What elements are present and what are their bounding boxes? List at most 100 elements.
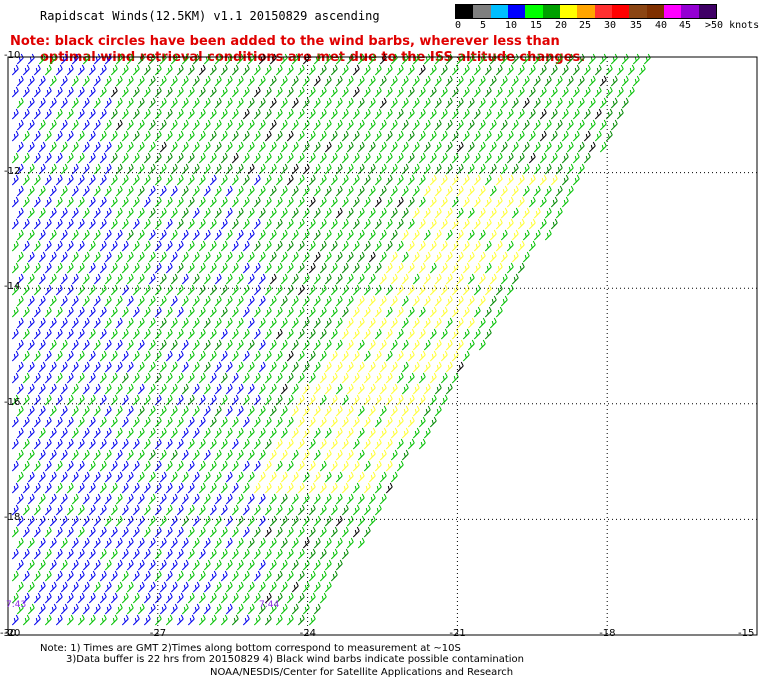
wind-barb: [341, 482, 349, 494]
wind-barb: [126, 229, 134, 241]
wind-barb: [429, 262, 437, 274]
wind-barb: [258, 383, 266, 395]
wind-barb: [324, 383, 332, 395]
wind-barb: [49, 405, 57, 417]
wind-barb: [533, 119, 541, 131]
wind-barb: [401, 405, 409, 417]
wind-barb: [44, 328, 52, 340]
wind-barb: [363, 372, 371, 384]
wind-barb: [176, 372, 184, 384]
wind-barb: [242, 218, 250, 230]
wind-barb: [484, 262, 492, 274]
wind-barb: [550, 108, 558, 120]
wind-barb: [500, 163, 508, 175]
wind-barb: [33, 196, 41, 208]
wind-barb: [291, 141, 299, 153]
wind-barb: [341, 504, 349, 516]
chart-title: Rapidscat Winds(12.5KM) v1.1 20150829 as…: [40, 9, 380, 23]
wind-barb: [297, 526, 305, 538]
wind-barb: [159, 75, 167, 87]
wind-barb: [308, 416, 316, 428]
legend-label: 25: [579, 20, 592, 31]
wind-barb: [308, 262, 316, 274]
wind-barb: [539, 174, 547, 186]
wind-barb: [385, 130, 393, 142]
wind-barb: [308, 284, 316, 296]
wind-barb: [110, 108, 118, 120]
wind-barb: [374, 416, 382, 428]
wind-barb: [236, 119, 244, 131]
wind-barb: [440, 86, 448, 98]
wind-barb: [99, 614, 107, 626]
wind-barb: [121, 152, 129, 164]
wind-barb: [456, 317, 464, 329]
wind-barb: [478, 273, 486, 285]
wind-barb: [11, 86, 19, 98]
wind-barb: [390, 449, 398, 461]
wind-barb: [522, 75, 530, 87]
wind-barb: [165, 460, 173, 472]
wind-barb: [324, 251, 332, 263]
wind-barb: [104, 537, 112, 549]
wind-barb: [280, 295, 288, 307]
wind-barb: [187, 394, 195, 406]
wind-barb: [269, 449, 277, 461]
wind-barb: [286, 482, 294, 494]
wind-barb: [49, 141, 57, 153]
wind-barb: [319, 152, 327, 164]
wind-barb: [220, 196, 228, 208]
wind-barb: [115, 383, 123, 395]
wind-barb: [198, 86, 206, 98]
wind-barb: [55, 438, 63, 450]
wind-barb: [198, 614, 206, 626]
wind-barb: [165, 108, 173, 120]
wind-barb: [132, 218, 140, 230]
wind-barb: [275, 196, 283, 208]
wind-barb: [335, 449, 343, 461]
wind-barb: [143, 152, 151, 164]
wind-barb: [286, 284, 294, 296]
wind-barb: [412, 339, 420, 351]
wind-barb: [302, 493, 310, 505]
wind-barb: [214, 141, 222, 153]
wind-barb: [165, 350, 173, 362]
wind-barb: [16, 229, 24, 241]
wind-barb: [291, 449, 299, 461]
wind-barb: [242, 328, 250, 340]
wind-barb: [330, 174, 338, 186]
wind-barb: [66, 152, 74, 164]
wind-barb: [390, 427, 398, 439]
wind-barb: [27, 207, 35, 219]
wind-barb: [242, 306, 250, 318]
wind-barb: [198, 548, 206, 560]
wind-barb: [60, 405, 68, 417]
wind-barb: [159, 97, 167, 109]
wind-barb: [368, 361, 376, 373]
wind-barb: [22, 482, 30, 494]
wind-barb: [220, 504, 228, 516]
wind-barb: [247, 273, 255, 285]
wind-barb: [368, 295, 376, 307]
wind-barb: [110, 174, 118, 186]
wind-barb: [363, 240, 371, 252]
wind-barb: [313, 75, 321, 87]
wind-barb: [319, 350, 327, 362]
wind-barb: [33, 108, 41, 120]
wind-barb: [38, 339, 46, 351]
wind-barb: [313, 141, 321, 153]
wind-barb: [203, 361, 211, 373]
wind-barb: [220, 460, 228, 472]
wind-barb: [456, 339, 464, 351]
wind-barb: [335, 383, 343, 395]
wind-barb: [132, 592, 140, 604]
wind-barb: [148, 515, 156, 527]
wind-barb: [165, 614, 173, 626]
wind-barb: [27, 581, 35, 593]
wind-barb: [297, 394, 305, 406]
wind-barb: [99, 284, 107, 296]
wind-barb: [379, 119, 387, 131]
wind-barb: [99, 570, 107, 582]
wind-barb: [11, 504, 19, 516]
wind-barb: [528, 108, 536, 120]
wind-barb: [22, 196, 30, 208]
